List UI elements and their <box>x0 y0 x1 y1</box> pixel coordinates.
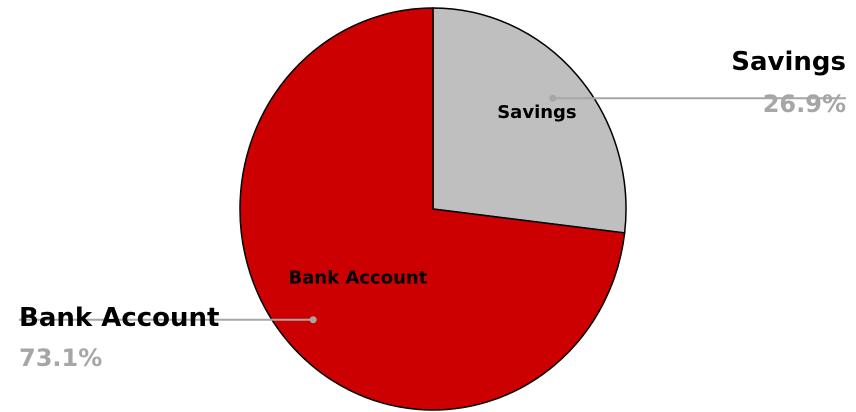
pie-slice-bank-account <box>239 7 626 411</box>
bank-account-callout-percent: 73.1% <box>19 344 103 372</box>
leader-dot-savings <box>549 94 557 102</box>
slice-labels: Savings Bank Account <box>289 102 577 288</box>
pie-slices <box>239 7 627 411</box>
pie-slice-savings <box>432 7 627 234</box>
slice-label-savings: Savings <box>497 102 576 123</box>
bank-account-callout-name: Bank Account <box>19 303 220 333</box>
savings-callout-name: Savings <box>731 47 846 77</box>
slice-label-bank-account: Bank Account <box>289 267 428 288</box>
leader-lines <box>19 94 846 324</box>
leader-dot-bank-account <box>309 316 317 324</box>
savings-callout-percent: 26.9% <box>762 90 846 118</box>
